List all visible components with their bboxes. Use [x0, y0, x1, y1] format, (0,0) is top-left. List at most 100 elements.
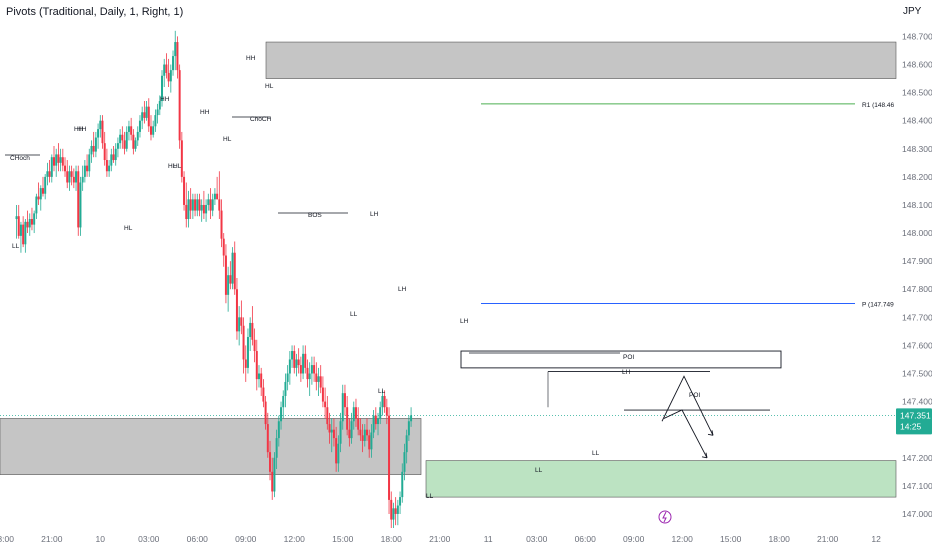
candle — [315, 362, 318, 391]
candle — [240, 300, 243, 335]
price-tick-label: 148.500 — [902, 88, 932, 98]
candle-body — [94, 137, 97, 152]
candle-body — [385, 407, 388, 416]
candle-body — [352, 407, 355, 422]
candle — [209, 188, 212, 220]
candle-body — [297, 359, 300, 366]
candle-body — [185, 204, 188, 220]
candle-body — [403, 452, 406, 472]
candle — [108, 160, 111, 177]
candle — [328, 412, 331, 444]
candle — [343, 384, 346, 416]
candle-body — [83, 165, 86, 177]
candle — [55, 148, 58, 177]
candle — [377, 412, 380, 436]
candle — [238, 306, 241, 346]
candle — [92, 131, 95, 158]
candle — [352, 401, 355, 430]
candle-body — [319, 376, 322, 388]
candle-body — [132, 134, 135, 149]
candle — [227, 266, 230, 312]
candle-body — [61, 157, 64, 166]
candle-body — [310, 365, 313, 374]
candle-body — [269, 452, 272, 472]
time-tick-label: 18:00 — [381, 534, 403, 544]
candle — [330, 418, 333, 453]
current-price-value: 147.351 — [900, 410, 931, 420]
candle — [365, 418, 368, 441]
time-tick-label: 09:00 — [235, 534, 257, 544]
candle-body — [313, 365, 316, 374]
candle — [169, 64, 172, 93]
candle-body — [222, 238, 225, 256]
candle — [147, 98, 150, 132]
candle — [154, 109, 157, 132]
candle — [321, 376, 324, 408]
candle-body — [66, 171, 69, 183]
candle-body — [127, 126, 130, 132]
candle-body — [383, 395, 386, 408]
candle — [97, 123, 100, 149]
candle-body — [163, 64, 166, 76]
candle — [308, 362, 311, 396]
price-tick-label: 147.700 — [902, 312, 932, 322]
candle-body — [53, 157, 56, 166]
candle — [324, 387, 327, 419]
candle-body — [15, 216, 18, 220]
candle-body — [165, 64, 168, 73]
candle — [396, 499, 399, 526]
candle — [385, 398, 388, 425]
candle — [269, 440, 272, 481]
candle-body — [341, 393, 344, 422]
time-axis: 18:00 21:00 10 03:00 06:00 09:00 12:00 15:00 18:… — [0, 534, 881, 544]
candle-body — [332, 429, 335, 439]
candle — [363, 424, 366, 447]
candle — [319, 365, 322, 394]
candle-body — [293, 351, 296, 368]
candle — [306, 359, 309, 388]
candle — [83, 160, 86, 183]
price-tick-label: 148.600 — [902, 60, 932, 70]
candle — [379, 401, 382, 425]
candle — [132, 129, 135, 155]
candle-body — [75, 171, 78, 183]
candle-body — [299, 365, 302, 374]
candle-body — [200, 204, 203, 211]
candle-body — [183, 176, 186, 205]
candle — [103, 131, 106, 166]
candle — [401, 463, 404, 503]
pivot-level-label: P (147.749 — [862, 302, 894, 309]
candle-body — [216, 193, 219, 200]
price-tick-label: 147.100 — [902, 481, 932, 491]
candle — [176, 36, 179, 79]
candle-body — [50, 157, 53, 177]
candle — [28, 213, 31, 236]
projection-arrow — [707, 430, 714, 436]
candle-body — [286, 373, 289, 382]
candle-body — [68, 171, 71, 183]
candle — [17, 204, 20, 239]
candle-body — [156, 109, 159, 116]
candle-body — [359, 429, 362, 436]
candle-body — [377, 418, 380, 425]
candle-body — [44, 176, 47, 194]
candle — [262, 379, 265, 408]
price-tick-label: 148.000 — [902, 228, 932, 238]
candle-body — [277, 421, 280, 439]
candle — [161, 70, 164, 107]
candle — [354, 398, 357, 427]
projection-arrow — [701, 452, 708, 459]
candle-body — [57, 154, 60, 163]
candle — [163, 58, 166, 87]
candle-body — [262, 387, 265, 402]
candle-body — [35, 196, 38, 214]
candle-body — [388, 415, 391, 500]
candle-body — [189, 199, 192, 211]
time-tick-label: 15:00 — [332, 534, 354, 544]
candle — [134, 137, 137, 152]
candle-body — [282, 395, 285, 408]
candle-body — [348, 429, 351, 439]
time-tick-label: 12 — [871, 534, 881, 544]
